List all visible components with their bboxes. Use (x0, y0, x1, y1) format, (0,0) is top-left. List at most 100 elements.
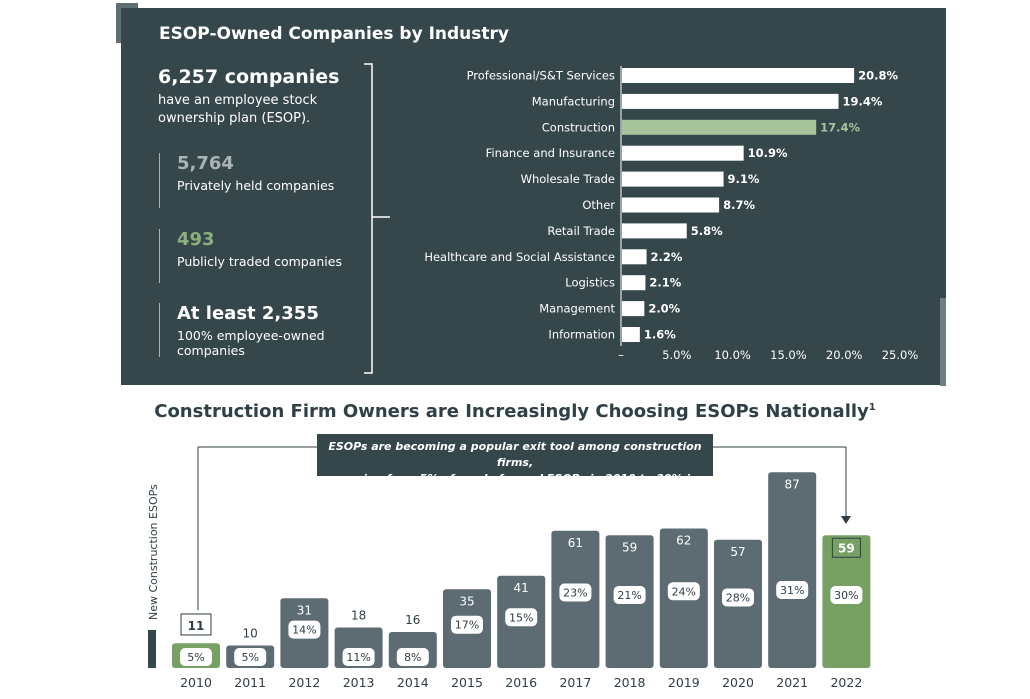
share-pill-2012 (288, 620, 321, 639)
bottom-chart-title: Construction Firm Owners are Increasingl… (154, 401, 876, 422)
value-label-2014: 16 (405, 613, 420, 627)
share-label-2015: 17% (455, 619, 479, 632)
callout-line-2: growing from 5% of newly formed ESOPs in… (332, 472, 698, 501)
industry-value-healthcare-and-social-assistance: 2.2% (651, 250, 683, 264)
x-tick-2: 10.0% (714, 348, 751, 362)
value-label-2017: 61 (568, 536, 583, 550)
share-label-2019: 24% (672, 585, 696, 598)
x-tick-1: 5.0% (662, 348, 691, 362)
connector-arrow (841, 516, 851, 524)
value-label-2011: 10 (243, 627, 258, 641)
industry-bar-management (622, 301, 645, 317)
corner-accent-bottom-right (940, 298, 946, 386)
panel-title: ESOP-Owned Companies by Industry (159, 24, 509, 44)
stat-public: 493 Publicly traded companies (159, 229, 377, 283)
industry-value-professional-s-t-services: 20.8% (858, 69, 898, 83)
industry-value-other: 8.7% (723, 198, 755, 212)
total-companies-number: 6,257 companies (158, 66, 340, 88)
year-label-2017: 2017 (559, 675, 591, 690)
industry-value-construction: 17.4% (820, 120, 860, 134)
year-label-2016: 2016 (505, 675, 537, 690)
callout-box: ESOPs are becoming a popular exit tool a… (317, 434, 713, 501)
value-label-2016: 41 (514, 581, 529, 595)
value-label-2020: 57 (730, 545, 745, 559)
column-2021 (768, 472, 817, 668)
year-label-2012: 2012 (288, 675, 320, 690)
industry-label-wholesale-trade: Wholesale Trade (521, 172, 615, 186)
industry-bar-retail-trade (622, 223, 687, 239)
share-label-2014: 8% (404, 651, 421, 664)
bracket-divider (364, 63, 390, 374)
year-label-2010: 2010 (180, 675, 212, 690)
share-pill-2013 (342, 648, 375, 666)
industry-value-wholesale-trade: 9.1% (728, 172, 760, 186)
year-label-2014: 2014 (397, 675, 429, 690)
value-box-2022 (831, 537, 861, 558)
x-tick-3: 15.0% (770, 348, 807, 362)
total-companies-text: have an employee stock ownership plan (E… (158, 93, 318, 126)
year-label-2020: 2020 (722, 675, 754, 690)
share-label-2021: 31% (780, 584, 804, 597)
industry-bar-healthcare-and-social-assistance (622, 249, 647, 265)
industry-label-information: Information (548, 328, 615, 342)
industry-bar-finance-and-insurance (622, 145, 744, 161)
callout-line-1: ESOPs are becoming a popular exit tool a… (328, 440, 702, 469)
industry-bar-information (622, 327, 640, 342)
stat-public-number: 493 (177, 229, 215, 250)
industry-value-information: 1.6% (644, 328, 676, 342)
industry-value-finance-and-insurance: 10.9% (748, 146, 788, 160)
year-label-2019: 2019 (668, 675, 700, 690)
value-label-2019: 62 (676, 534, 691, 548)
year-label-2021: 2021 (776, 675, 808, 690)
stat-employee-owned: At least 2,355 100% employee-owned compa… (159, 303, 377, 358)
year-label-2015: 2015 (451, 675, 483, 690)
share-label-2013: 11% (346, 651, 370, 664)
share-pill-2020 (722, 588, 754, 607)
share-label-2012: 14% (292, 624, 316, 637)
share-pill-2016 (505, 608, 538, 627)
share-pill-2010 (180, 648, 212, 666)
value-label-2010: 11 (188, 619, 205, 633)
industry-label-retail-trade: Retail Trade (547, 224, 615, 238)
footnote-marker: 1 (868, 402, 876, 413)
industry-value-management: 2.0% (648, 302, 680, 316)
stat-private-number: 5,764 (177, 153, 234, 174)
industry-value-logistics: 2.1% (649, 276, 681, 290)
x-tick-0: – (618, 348, 624, 362)
stat-public-text: Publicly traded companies (177, 254, 342, 269)
industry-bar-logistics (622, 275, 646, 291)
industry-label-management: Management (539, 302, 615, 316)
share-pill-2021 (776, 581, 809, 599)
value-label-2018: 59 (622, 540, 637, 554)
share-label-2022: 30% (834, 589, 858, 602)
industry-label-healthcare-and-social-assistance: Healthcare and Social Assistance (424, 250, 615, 264)
share-pill-2022 (830, 585, 863, 604)
share-pill-2018 (613, 585, 646, 604)
industry-value-retail-trade: 5.8% (691, 224, 723, 238)
y-axis-label: New Construction ESOPs (147, 484, 160, 620)
x-tick-4: 20.0% (826, 348, 863, 362)
industry-bar-chart: Professional/S&T Services 20.8% Manufactur… (424, 66, 918, 362)
share-pill-2019 (667, 582, 700, 601)
industry-label-logistics: Logistics (565, 276, 615, 290)
axis-marker (148, 630, 156, 668)
industry-label-other: Other (582, 198, 615, 212)
industry-bar-other (622, 197, 720, 213)
year-label-2018: 2018 (614, 675, 646, 690)
industry-label-professional-s-t-services: Professional/S&T Services (467, 69, 615, 83)
value-label-2012: 31 (297, 603, 312, 617)
industry-value-manufacturing: 19.4% (843, 94, 883, 108)
share-label-2020: 28% (726, 591, 750, 604)
share-label-2016: 15% (509, 611, 533, 624)
year-label-2022: 2022 (830, 675, 862, 690)
share-pill-2014 (396, 648, 429, 666)
stat-employee-owned-text: 100% employee-owned companies (177, 328, 325, 358)
share-pill-2017 (559, 583, 592, 602)
share-pill-2015 (451, 615, 483, 634)
industry-bar-manufacturing (622, 93, 839, 109)
value-label-2013: 18 (351, 609, 366, 623)
value-label-2015: 35 (459, 594, 474, 608)
share-pill-2011 (234, 648, 267, 666)
stat-employee-owned-number: At least 2,355 (177, 303, 319, 324)
